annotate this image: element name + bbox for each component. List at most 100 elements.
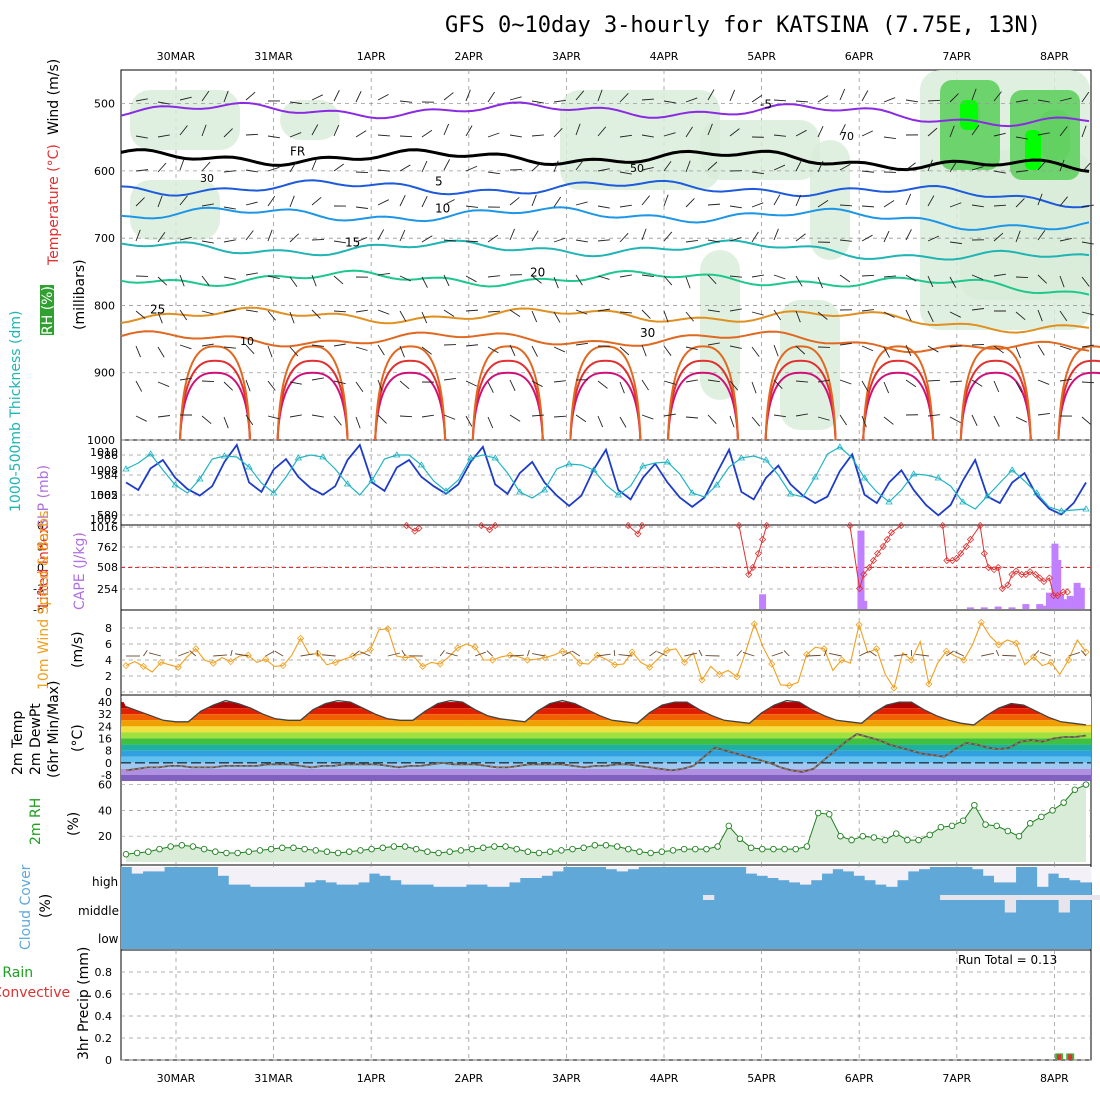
wind-barb [1037, 274, 1047, 284]
boundary-layer-contour [471, 371, 544, 441]
li-marker [962, 542, 970, 551]
slp-tick: 1010 [90, 446, 118, 459]
wind-barb [245, 414, 254, 426]
rh-shade [560, 90, 720, 190]
wind-barb [487, 275, 500, 278]
wind-barb [971, 274, 984, 280]
wind10m-marker [541, 654, 549, 662]
wind-barb [751, 94, 763, 103]
wind-barb [267, 275, 280, 280]
wind10m-marker [977, 618, 985, 626]
ylabel-cloud: Cloud Cover [18, 864, 34, 950]
wind-barb [861, 170, 874, 173]
wind-barb [157, 311, 163, 324]
wind-barb [641, 379, 649, 391]
wind-barb [795, 194, 802, 207]
cloud-high-gap [972, 867, 984, 870]
wind-barb [223, 346, 236, 349]
rh-marker [602, 841, 610, 849]
wind10m-barb [597, 653, 611, 657]
isotherm--5 [120, 101, 1090, 128]
wind-barb [729, 415, 735, 428]
li-tick: 3 [37, 541, 44, 554]
wind-barb [1037, 160, 1047, 171]
wind-barb [1015, 99, 1028, 103]
rh-marker [279, 844, 286, 852]
wind-barb [839, 163, 851, 171]
wind-barb [289, 311, 295, 324]
cloud-high-gap [498, 867, 510, 887]
cloud-high-gap [875, 867, 887, 885]
wind-barb [795, 160, 802, 172]
rh-marker [1026, 820, 1034, 827]
wind-barb [861, 234, 873, 242]
wind-barb [377, 414, 387, 424]
li-marker [402, 521, 411, 530]
wind10m-barb [771, 651, 783, 657]
thickness-marker [245, 463, 253, 470]
wind-barb [399, 100, 412, 103]
bottom-date-label: 31MAR [254, 1072, 293, 1085]
cloud-high-gap [552, 867, 564, 872]
precip-conv-bar [1057, 1054, 1062, 1060]
wind-barb [1015, 381, 1023, 393]
rh-marker [971, 801, 978, 809]
boundary-layer-contour [471, 345, 544, 441]
pressure-tick-label: 700 [94, 232, 115, 245]
wind-barb [861, 205, 875, 208]
thickness-marker [737, 454, 746, 461]
wind10m-panel: 0 2 4 6 8 [105, 618, 1091, 699]
thickness-marker [319, 453, 327, 460]
wind-barb [795, 310, 801, 323]
li-marker [1012, 567, 1020, 575]
wind-barb [861, 274, 875, 277]
wind-barb [619, 311, 633, 314]
boundary-layer-contour [959, 359, 1032, 441]
wind-barb [223, 239, 236, 243]
wind-barb [619, 204, 632, 208]
wind-barb [157, 276, 168, 286]
wind-barb [223, 309, 236, 313]
wind10m-marker [855, 621, 863, 629]
precip-tick: 0.2 [95, 1032, 113, 1045]
cloud-mid-gap [1037, 895, 1049, 900]
wind-barb [179, 344, 192, 350]
boundary-layer-contour [276, 371, 349, 441]
boundary-layer-contour [862, 345, 935, 441]
wind-barb [883, 275, 896, 278]
wind-barb [245, 91, 256, 101]
wind-barb [465, 89, 471, 102]
wind-barb [971, 124, 980, 136]
wind-barb [157, 346, 165, 358]
wind-barb [509, 197, 520, 206]
wind-barb [1015, 170, 1028, 173]
wind-barb [333, 275, 344, 285]
li-marker [897, 521, 905, 530]
boundary-layer-contour [667, 371, 739, 441]
precip-tick: 0.8 [95, 966, 113, 979]
wind10m-marker [838, 656, 846, 664]
wind10m-barb [562, 651, 572, 657]
wind-barb [223, 206, 236, 210]
wind-barb [905, 99, 918, 103]
boundary-layer-contour [862, 371, 935, 441]
wind-barb [399, 164, 411, 172]
wind-barb [575, 274, 583, 286]
wind-barb [465, 344, 478, 347]
ylabel-precip: 3hr Precip (mm) [76, 947, 92, 1060]
wind-barb [1015, 136, 1028, 140]
thickness-marker [565, 460, 573, 467]
temp-mask [121, 697, 1091, 725]
wind-barb [795, 380, 808, 383]
wind-barb [377, 229, 385, 241]
thickness-marker [983, 492, 992, 499]
boundary-layer-contour [667, 359, 739, 441]
precip-tick: 0.6 [95, 988, 113, 1001]
thickness-marker [762, 456, 770, 463]
cloud-high-gap [390, 867, 402, 881]
precip-tick: 0.4 [95, 1010, 113, 1023]
wind-barb [1081, 381, 1095, 384]
pressure-tick-label: 600 [94, 165, 115, 178]
wind-barb [509, 344, 516, 357]
cloud-high-gap [778, 867, 790, 881]
